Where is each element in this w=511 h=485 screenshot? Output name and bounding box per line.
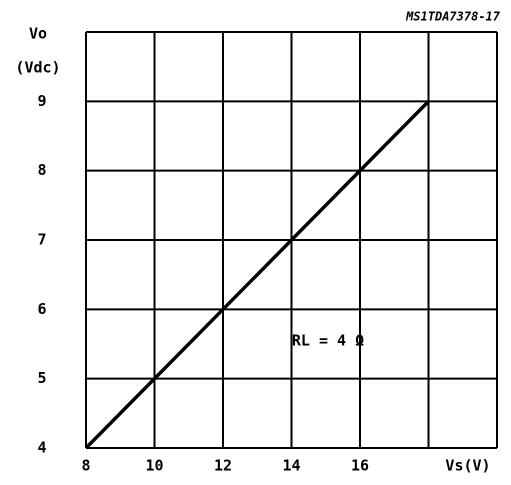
annotation: RL = 4 Ω — [292, 332, 364, 350]
x-tick-label: 14 — [282, 457, 300, 475]
x-tick-label: 12 — [214, 457, 232, 475]
x-tick-label: 16 — [351, 457, 369, 475]
y-tick-label: 8 — [37, 161, 46, 179]
y-tick-label: 5 — [37, 369, 46, 387]
x-tick-label: 8 — [81, 457, 90, 475]
data-line — [84, 100, 430, 450]
y-axis-label: (Vdc) — [15, 59, 60, 77]
figure-code: MS1TDA7378-17 — [405, 10, 501, 24]
y-tick-label: 7 — [37, 231, 46, 249]
y-tick-label: 9 — [37, 92, 46, 110]
y-tick-label: 4 — [37, 439, 46, 457]
y-axis-label: Vo — [29, 25, 47, 43]
y-tick-label: 6 — [37, 300, 46, 318]
x-axis-label: Vs(V) — [445, 457, 490, 475]
x-tick-label: 10 — [145, 457, 163, 475]
